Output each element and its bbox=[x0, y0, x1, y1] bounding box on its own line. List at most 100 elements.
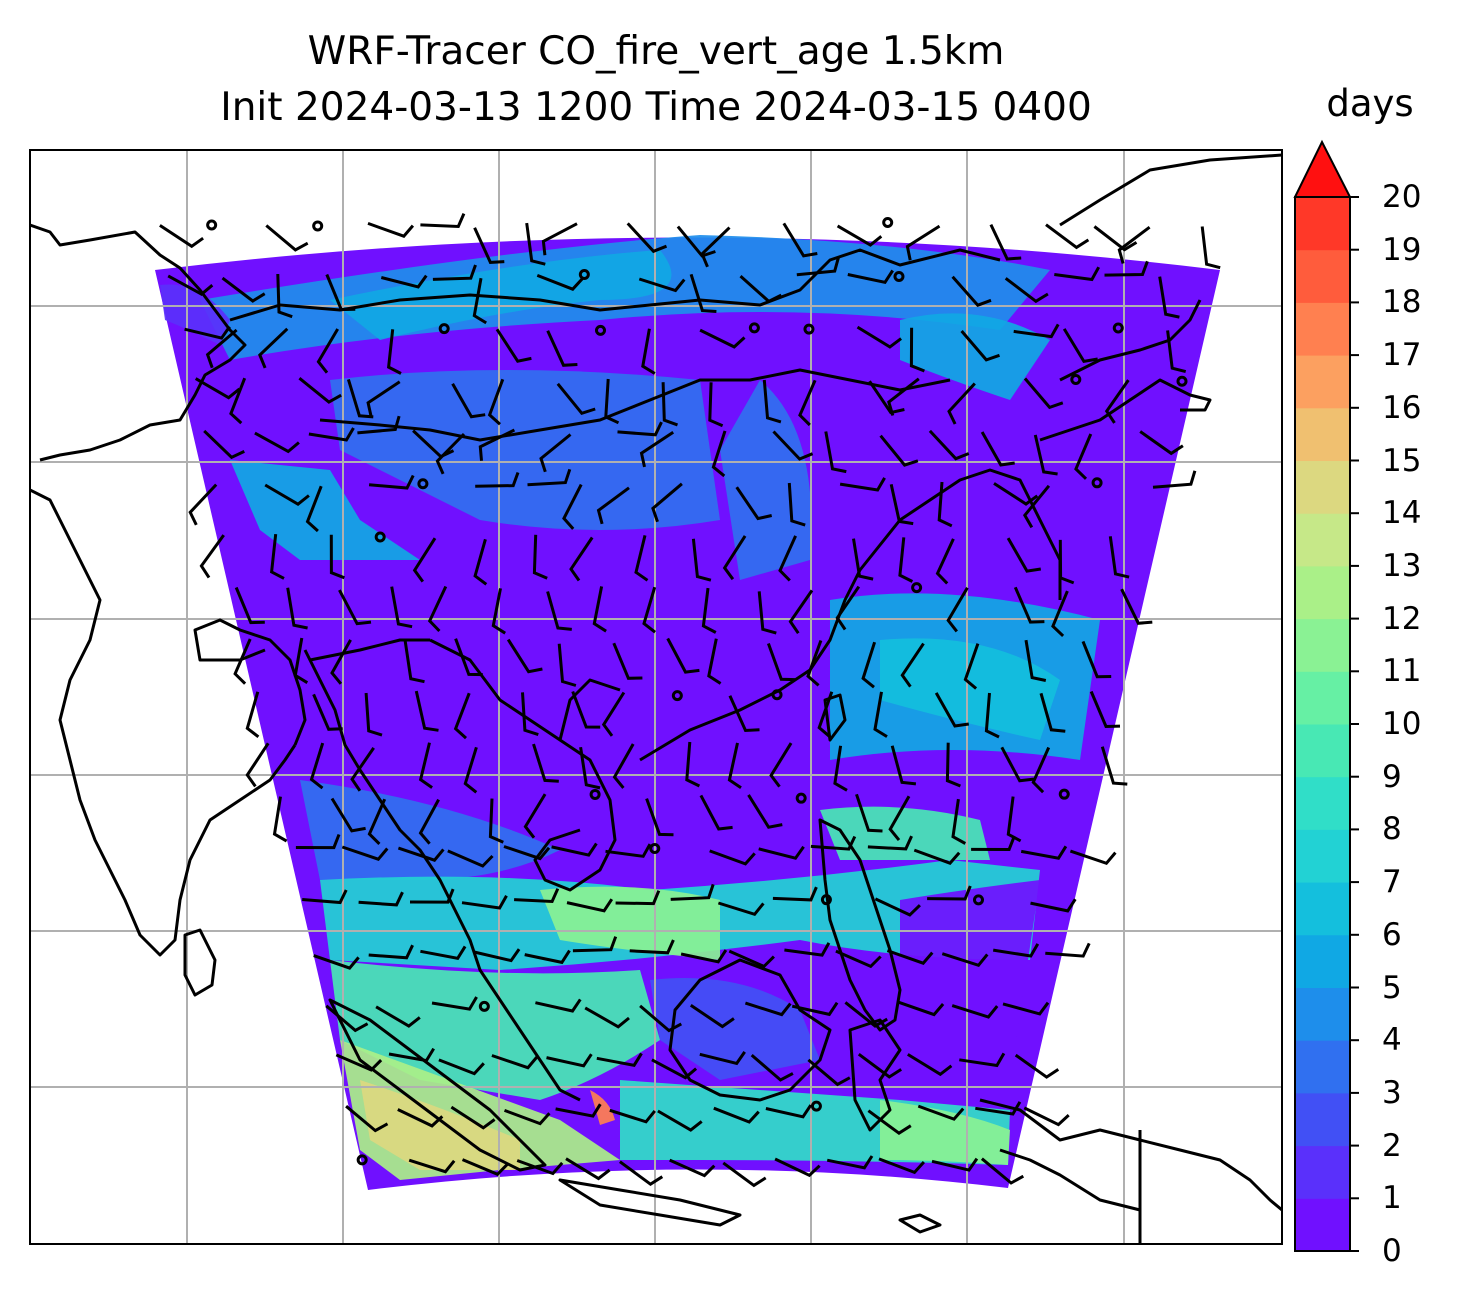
colorbar-cell bbox=[1295, 882, 1350, 936]
wind-barb bbox=[1120, 588, 1153, 625]
wind-barb bbox=[772, 886, 818, 902]
wind-barb bbox=[276, 273, 293, 319]
wind-barb bbox=[931, 1157, 979, 1172]
wind-barb bbox=[1069, 849, 1117, 866]
wind-barb bbox=[367, 798, 387, 845]
wind-barb bbox=[1023, 377, 1064, 410]
calm-wind-circle bbox=[649, 843, 661, 855]
wind-barb bbox=[691, 538, 712, 582]
tracer-age-field bbox=[155, 235, 1220, 1190]
wind-barb bbox=[728, 695, 760, 733]
wind-barb bbox=[1022, 484, 1051, 529]
colorbar-cell bbox=[1295, 460, 1350, 514]
wind-barb bbox=[787, 482, 806, 527]
wind-barb bbox=[1014, 1053, 1060, 1079]
colorbar-label: days bbox=[1326, 82, 1414, 125]
wind-barb bbox=[199, 534, 225, 579]
wind-barb bbox=[345, 1105, 389, 1133]
wind-barb bbox=[700, 226, 731, 268]
wind-barb bbox=[386, 329, 402, 375]
wind-barb bbox=[1117, 226, 1151, 264]
calm-wind-circle bbox=[893, 270, 905, 282]
wind-barb bbox=[375, 1005, 421, 1028]
wind-barb bbox=[555, 1103, 602, 1118]
map-frame bbox=[29, 149, 1283, 1245]
wind-barb bbox=[951, 1004, 999, 1019]
wind-barb bbox=[535, 998, 582, 1013]
wind-barb bbox=[1039, 692, 1066, 733]
wind-barb bbox=[269, 533, 285, 580]
wind-barb bbox=[313, 954, 360, 970]
wind-barb bbox=[888, 795, 911, 842]
wind-barb bbox=[1023, 1106, 1070, 1127]
timor bbox=[898, 1213, 942, 1234]
colorbar-tick-label: 9 bbox=[1382, 758, 1402, 795]
wind-barb bbox=[203, 429, 245, 460]
wind-barb bbox=[329, 534, 345, 580]
wind-barb bbox=[527, 468, 572, 487]
colorbar-cell bbox=[1295, 829, 1350, 883]
wind-barb bbox=[680, 949, 728, 964]
wind-barb bbox=[427, 585, 448, 633]
wind-barb bbox=[346, 378, 374, 419]
calm-wind-circle bbox=[810, 1100, 822, 1112]
colorbar-cell bbox=[1295, 776, 1350, 830]
wind-barb bbox=[879, 434, 919, 467]
colorbar-tick-label: 2 bbox=[1382, 1127, 1402, 1164]
wind-barb bbox=[980, 1157, 1025, 1185]
wind-barb bbox=[788, 589, 814, 635]
wind-barb bbox=[1108, 536, 1130, 579]
field-band bbox=[540, 886, 720, 960]
wind-barb bbox=[521, 692, 539, 737]
wind-barb bbox=[397, 846, 445, 862]
wind-barb bbox=[927, 885, 972, 901]
colorbar-tick-label: 7 bbox=[1382, 864, 1402, 901]
wind-barb bbox=[408, 1158, 456, 1174]
wind-barb bbox=[451, 382, 486, 419]
wind-barb bbox=[335, 1053, 383, 1072]
wind-barb bbox=[366, 380, 401, 417]
sri-lanka bbox=[183, 928, 217, 997]
wind-barb bbox=[1051, 590, 1069, 637]
png-south bbox=[999, 1148, 1141, 1212]
wind-barb bbox=[409, 888, 455, 904]
wind-barb bbox=[782, 222, 818, 258]
wind-barb bbox=[861, 641, 877, 689]
wind-barb bbox=[1013, 586, 1045, 624]
wind-barb bbox=[762, 379, 782, 424]
colorbar-cell bbox=[1295, 407, 1350, 461]
wind-barb bbox=[1058, 539, 1075, 585]
wind-barb bbox=[722, 1161, 767, 1188]
field-band bbox=[720, 380, 812, 580]
wind-barb bbox=[495, 328, 532, 363]
wind-barb bbox=[699, 1051, 746, 1066]
wind-barb bbox=[546, 330, 578, 367]
wind-barb bbox=[491, 1054, 539, 1070]
wind-barb bbox=[913, 848, 961, 865]
wind-barb bbox=[556, 382, 596, 416]
colorbar-tick-label: 20 bbox=[1382, 179, 1422, 215]
calm-wind-circle bbox=[578, 268, 590, 280]
wind-barb bbox=[546, 591, 572, 631]
wind-barb bbox=[728, 949, 775, 969]
field-band bbox=[360, 1080, 520, 1170]
wind-barb bbox=[325, 273, 356, 312]
wind-barb bbox=[605, 843, 652, 858]
coastlines bbox=[30, 153, 1282, 1244]
wind-barb bbox=[645, 798, 674, 837]
wind-barb bbox=[651, 1058, 698, 1080]
calm-wind-circle bbox=[795, 792, 807, 804]
wind-barb bbox=[503, 845, 551, 861]
wind-barb bbox=[1104, 379, 1130, 424]
wind-barb bbox=[651, 482, 683, 523]
wind-barb bbox=[747, 794, 783, 829]
colorbar-tick-label: 10 bbox=[1382, 706, 1422, 742]
wind-barb bbox=[418, 742, 433, 789]
wind-barb bbox=[557, 643, 577, 687]
wind-barb bbox=[670, 883, 715, 901]
wind-barb bbox=[889, 483, 914, 526]
calm-wind-circle bbox=[911, 582, 923, 594]
wind-barbs bbox=[159, 213, 1221, 1188]
wind-barb bbox=[941, 952, 989, 968]
wind-barb bbox=[463, 746, 478, 794]
